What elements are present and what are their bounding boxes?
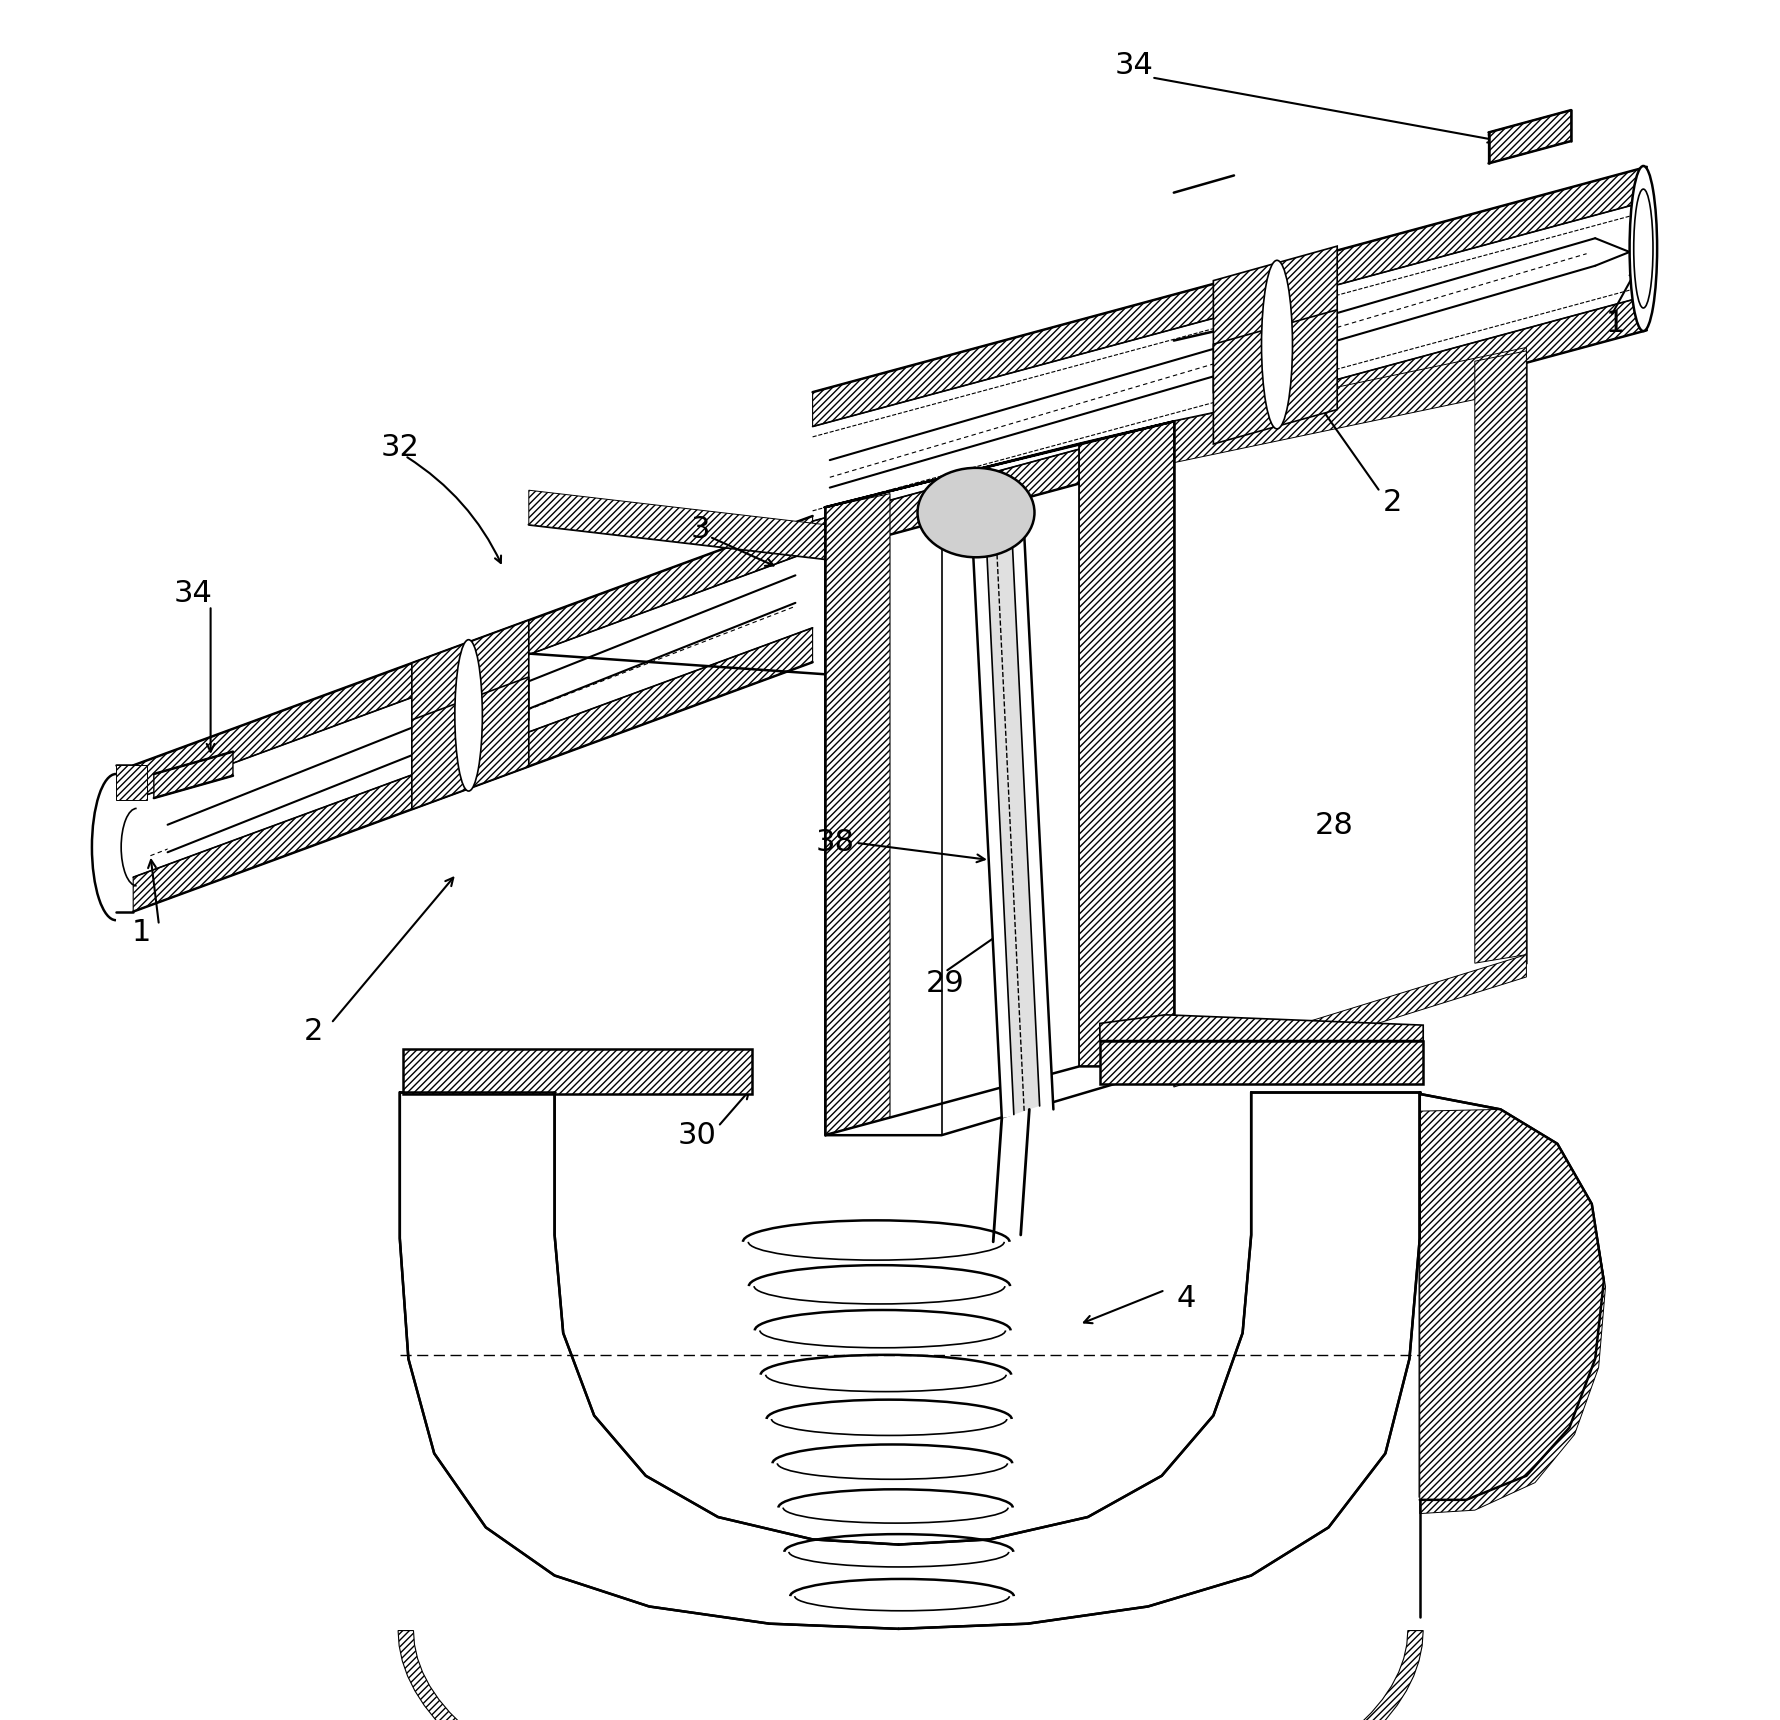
Polygon shape [824, 421, 1173, 507]
Polygon shape [1079, 421, 1173, 1066]
Polygon shape [404, 1049, 753, 1094]
Ellipse shape [1630, 165, 1657, 330]
Ellipse shape [1634, 189, 1654, 308]
Polygon shape [1100, 1041, 1424, 1084]
Text: 1: 1 [1606, 310, 1625, 337]
Polygon shape [400, 1092, 1420, 1629]
Polygon shape [167, 576, 796, 853]
Ellipse shape [1262, 260, 1292, 428]
Polygon shape [134, 516, 813, 800]
Polygon shape [813, 167, 1646, 427]
Polygon shape [399, 1631, 1424, 1720]
Polygon shape [1173, 347, 1527, 463]
Text: 2: 2 [304, 1018, 324, 1046]
Text: 29: 29 [926, 970, 965, 998]
Text: 34: 34 [1114, 52, 1153, 79]
Polygon shape [824, 494, 890, 1135]
Ellipse shape [456, 640, 482, 791]
Polygon shape [813, 296, 1646, 556]
Polygon shape [824, 478, 942, 1135]
Polygon shape [411, 678, 529, 810]
Ellipse shape [917, 468, 1034, 557]
Polygon shape [134, 628, 813, 912]
Polygon shape [411, 621, 529, 764]
Polygon shape [529, 525, 824, 674]
Polygon shape [1100, 1015, 1424, 1041]
Polygon shape [1476, 351, 1527, 963]
Text: 1: 1 [132, 918, 151, 946]
Polygon shape [134, 516, 813, 912]
Polygon shape [1173, 347, 1527, 1066]
Polygon shape [153, 752, 233, 798]
Polygon shape [824, 1066, 1173, 1135]
Polygon shape [1420, 1109, 1606, 1514]
Polygon shape [1420, 1094, 1604, 1500]
Text: 30: 30 [678, 1121, 717, 1149]
Polygon shape [829, 239, 1630, 488]
Text: 34: 34 [174, 580, 214, 607]
Polygon shape [972, 533, 1054, 1118]
Polygon shape [1173, 955, 1527, 1087]
Polygon shape [1214, 310, 1337, 444]
Polygon shape [813, 167, 1646, 556]
Polygon shape [1214, 246, 1337, 392]
Polygon shape [116, 765, 148, 800]
Text: 38: 38 [815, 829, 854, 857]
Text: 28: 28 [1314, 812, 1353, 839]
Polygon shape [529, 490, 824, 559]
Text: 3: 3 [691, 516, 710, 544]
Text: 2: 2 [1383, 488, 1403, 516]
Polygon shape [1488, 110, 1572, 163]
Text: 4: 4 [1177, 1285, 1196, 1312]
Polygon shape [986, 538, 1040, 1115]
Text: 32: 32 [381, 433, 420, 461]
